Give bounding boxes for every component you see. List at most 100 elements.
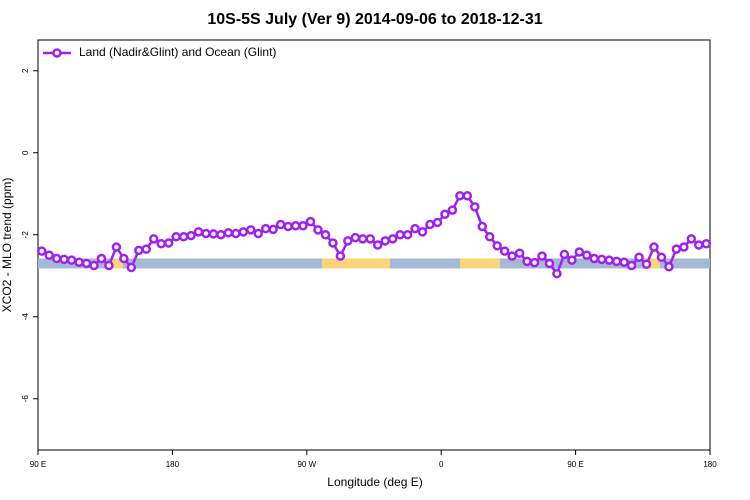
data-point [641,259,652,270]
data-point [268,224,278,235]
y-axis-label: XCO2 - MLO trend (ppm) [0,178,14,313]
surface-strip-segment [659,258,710,269]
data-point [305,216,316,227]
y-tick-label: 2 [21,68,30,73]
data-point [596,254,607,265]
data-point [275,219,286,230]
data-point [574,247,585,257]
y-tick-label: -2 [21,231,30,239]
data-point [514,248,525,258]
x-tick-label: 180 [166,460,180,469]
x-tick-label: 90 W [297,460,316,469]
data-point [74,257,84,267]
data-point [148,234,159,244]
data-point [440,209,450,219]
data-point [96,253,107,264]
data-point [216,230,226,240]
data-point [425,219,435,230]
data-point [119,253,129,264]
data-point [470,202,480,212]
data-point [343,236,353,246]
data-point [611,256,622,267]
data-point [582,250,592,260]
data-point [59,254,69,265]
data-point [522,256,532,267]
data-point [372,240,383,250]
data-point [193,227,204,237]
data-point [320,230,331,240]
data-point [634,252,644,263]
data-point [694,240,704,250]
data-point [328,238,338,248]
data-point [447,205,458,215]
surface-strip-segment [122,258,323,269]
data-point [246,225,256,235]
data-point [462,191,473,201]
data-point [36,246,47,256]
data-point [290,220,301,231]
data-point [44,250,54,260]
surface-strip-segment [460,258,501,269]
data-point [171,232,181,242]
data-point [81,258,92,269]
data-point [163,238,174,248]
data-point [186,230,196,241]
data-point [231,228,241,239]
data-point [89,260,99,271]
surface-strip-segment [645,258,660,269]
data-point [417,227,428,237]
surface-strip-segment [389,258,461,269]
data-point [134,245,144,256]
data-point [313,225,323,235]
data-point [380,236,390,246]
data-point [567,255,577,265]
data-point [111,242,122,252]
data-point [238,227,249,237]
data-point [626,260,637,271]
data-point [141,244,152,254]
surface-strip-segment [322,258,390,269]
data-point [552,268,562,279]
data-point [358,234,368,244]
x-axis-label: Longitude (deg E) [327,475,422,489]
data-point [559,249,570,260]
x-tick-label: 0 [439,460,444,469]
data-point [66,255,77,265]
data-point [656,252,667,263]
surface-strip-segment [112,258,123,269]
data-point [253,228,264,239]
data-point [51,253,62,264]
data-point [260,223,271,234]
data-point [201,228,211,239]
x-tick-label: 180 [703,460,717,469]
data-point [477,221,488,232]
data-point [395,230,405,240]
data-point [649,242,659,252]
y-tick-label: -6 [21,395,30,403]
data-point [156,239,166,249]
data-point [335,251,346,261]
data-point [484,232,495,242]
data-point [537,251,547,261]
data-point [544,258,555,269]
data-point [387,234,398,244]
legend-swatch-marker [52,48,62,58]
data-point [126,262,137,273]
data-point [208,229,219,239]
data-point [283,221,293,232]
data-point [410,223,420,234]
data-point [455,191,465,201]
data-point [671,244,682,254]
y-tick-label: -4 [21,313,30,321]
chart-title: 10S-5S July (Ver 9) 2014-09-06 to 2018-1… [207,11,542,28]
data-point [589,253,600,264]
y-tick-label: 0 [21,150,30,155]
data-point [664,261,674,272]
data-point [499,246,510,256]
data-point [223,227,234,238]
data-point [365,234,376,244]
data-point [604,255,614,265]
data-point [298,220,308,231]
data-point [686,234,697,244]
